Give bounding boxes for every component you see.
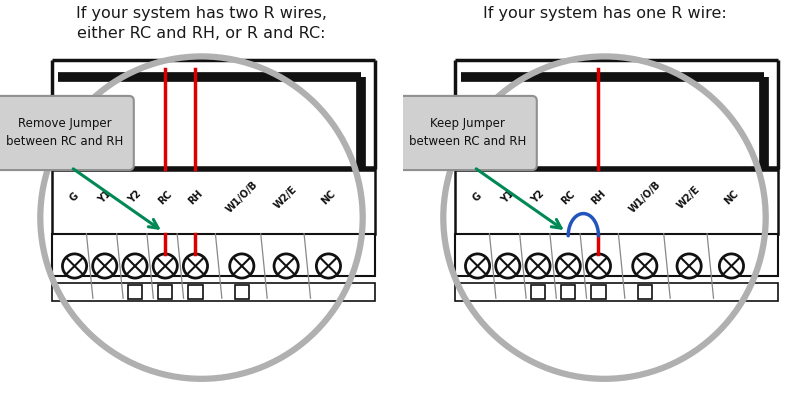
Text: Y1: Y1 [97,189,113,206]
Text: NC: NC [722,189,741,206]
Text: Remove Jumper
between RC and RH: Remove Jumper between RC and RH [6,118,123,148]
Bar [638,285,652,299]
Circle shape [496,254,520,278]
FancyBboxPatch shape [0,96,134,170]
Text: Y2: Y2 [530,189,546,206]
FancyBboxPatch shape [398,96,537,170]
Circle shape [526,254,550,278]
Bar [127,285,143,299]
Circle shape [153,254,177,278]
Circle shape [63,254,87,278]
Text: W1/O/B: W1/O/B [224,180,260,215]
Bar [455,60,778,169]
Text: RC: RC [559,189,577,206]
Text: RH: RH [589,189,608,206]
Bar [235,285,249,299]
Bar [455,234,778,276]
Circle shape [230,254,254,278]
Text: If your system has two R wires,
either RC and RH, or R and RC:: If your system has two R wires, either R… [76,6,327,41]
Circle shape [677,254,701,278]
Circle shape [443,56,766,379]
Circle shape [40,56,363,379]
Bar [530,285,545,299]
Circle shape [93,254,117,278]
Circle shape [587,254,611,278]
Text: Keep Jumper
between RC and RH: Keep Jumper between RC and RH [409,118,526,148]
Bar [455,169,778,234]
Circle shape [720,254,744,278]
Circle shape [274,254,298,278]
Circle shape [123,254,147,278]
Bar [52,283,375,301]
Circle shape [317,254,341,278]
Text: If your system has one R wire:: If your system has one R wire: [483,6,726,21]
Bar [52,234,375,276]
Bar [189,285,203,299]
Circle shape [184,254,208,278]
Bar [561,285,575,299]
Bar [158,285,172,299]
Bar [455,283,778,301]
FancyBboxPatch shape [398,96,537,170]
Circle shape [556,254,580,278]
Bar [592,285,606,299]
Bar [52,60,375,169]
Text: W1/O/B: W1/O/B [627,180,663,215]
Text: G: G [472,191,484,204]
Bar [52,169,375,234]
Circle shape [633,254,657,278]
Text: W2/E: W2/E [272,184,300,211]
Text: RH: RH [186,189,205,206]
Text: Y1: Y1 [500,189,516,206]
Text: RC: RC [156,189,174,206]
FancyBboxPatch shape [0,96,134,170]
Text: NC: NC [319,189,338,206]
Text: G: G [69,191,81,204]
Circle shape [466,254,489,278]
Text: Y2: Y2 [127,189,143,206]
Text: W2/E: W2/E [675,184,703,211]
